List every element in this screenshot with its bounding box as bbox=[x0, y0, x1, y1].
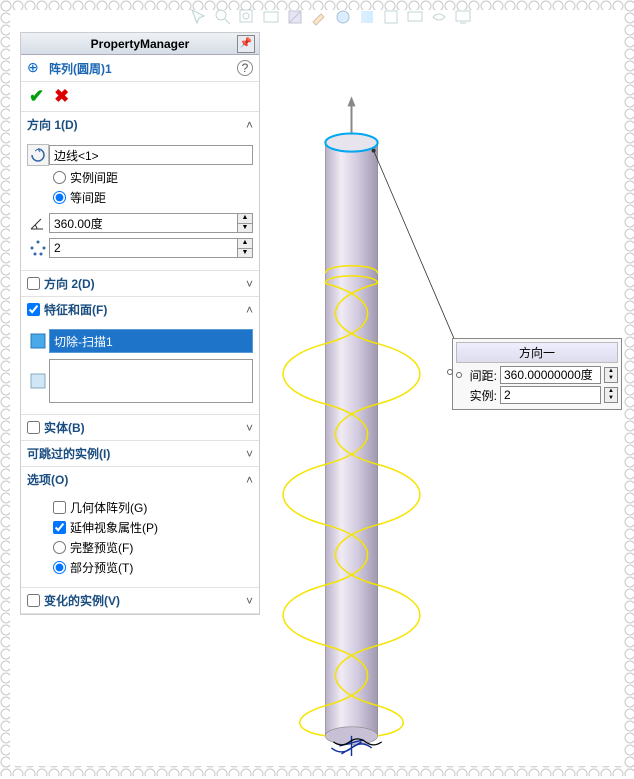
cursor-icon[interactable] bbox=[190, 8, 208, 26]
collapse-icon: ˄ bbox=[246, 473, 253, 487]
bodies-title: 实体(B) bbox=[44, 419, 246, 436]
feature-name: 阵列(圆周)1 bbox=[49, 60, 237, 77]
screen-icon[interactable] bbox=[454, 8, 472, 26]
face-list[interactable] bbox=[49, 359, 253, 403]
dir2-checkbox[interactable] bbox=[27, 277, 40, 290]
collapse-icon: ˄ bbox=[246, 303, 253, 317]
expand-icon: ˅ bbox=[246, 447, 253, 461]
angle-icon bbox=[27, 212, 49, 234]
radio-spacing-label: 实例间距 bbox=[70, 169, 118, 186]
opts-title: 选项(O) bbox=[27, 471, 246, 488]
appearance-icon[interactable] bbox=[334, 8, 352, 26]
zoom-area-icon[interactable] bbox=[238, 8, 256, 26]
full-preview-radio[interactable] bbox=[53, 541, 66, 554]
reverse-dir-icon[interactable] bbox=[27, 144, 49, 166]
feats-header[interactable]: 特征和面(F) ˄ bbox=[21, 297, 259, 322]
expand-icon: ˅ bbox=[246, 421, 253, 435]
vis-label: 延伸视象属性(P) bbox=[70, 519, 158, 536]
geom-label: 几何体阵列(G) bbox=[70, 499, 147, 516]
dir1-header[interactable]: 方向 1(D) ˄ bbox=[21, 112, 259, 137]
spacing-spinner[interactable]: ▲▼ bbox=[604, 367, 618, 383]
markup-icon[interactable] bbox=[310, 8, 328, 26]
face-select-icon bbox=[27, 370, 49, 392]
feats-title: 特征和面(F) bbox=[44, 301, 246, 318]
spacing-label: 间距: bbox=[465, 367, 497, 384]
dir2-title: 方向 2(D) bbox=[44, 275, 246, 292]
feats-checkbox[interactable] bbox=[27, 303, 40, 316]
bodies-checkbox[interactable] bbox=[27, 421, 40, 434]
zoom-icon[interactable] bbox=[214, 8, 232, 26]
section-icon[interactable] bbox=[286, 8, 304, 26]
pin-button[interactable]: 📌 bbox=[237, 35, 255, 53]
hide-icon[interactable] bbox=[430, 8, 448, 26]
geom-pattern-checkbox[interactable] bbox=[53, 501, 66, 514]
direction-flyout[interactable]: 方向一 间距: 360.00000000度 ▲▼ 实例: 2 ▲▼ bbox=[452, 338, 622, 410]
pm-title: PropertyManager bbox=[91, 37, 190, 51]
flyout-title: 方向一 bbox=[456, 342, 618, 363]
expand-icon: ˅ bbox=[246, 594, 253, 608]
circular-pattern-icon: ⊕ bbox=[27, 59, 45, 77]
propagate-vis-checkbox[interactable] bbox=[53, 521, 66, 534]
partial-preview-radio[interactable] bbox=[53, 561, 66, 574]
view-toolbar bbox=[190, 8, 472, 26]
pm-header: PropertyManager 📌 bbox=[21, 33, 259, 55]
instances-value[interactable]: 2 bbox=[500, 386, 601, 404]
view-icon[interactable] bbox=[262, 8, 280, 26]
partial-preview-label: 部分预览(T) bbox=[70, 559, 133, 576]
render-icon[interactable] bbox=[358, 8, 376, 26]
property-manager-panel: PropertyManager 📌 ⊕ 阵列(圆周)1 ? ✔ ✖ 方向 1(D… bbox=[20, 32, 260, 615]
count-spinner[interactable]: ▲▼ bbox=[237, 238, 253, 258]
count-input[interactable] bbox=[49, 238, 237, 258]
dir1-edge-input[interactable] bbox=[49, 145, 253, 165]
dir2-header[interactable]: 方向 2(D) ˅ bbox=[21, 271, 259, 296]
feature-list[interactable]: 切除-扫描1 bbox=[49, 329, 253, 353]
angle-spinner[interactable]: ▲▼ bbox=[237, 213, 253, 233]
skip-title: 可跳过的实例(I) bbox=[27, 445, 246, 462]
angle-input[interactable] bbox=[49, 213, 237, 233]
radio-equal-spacing[interactable] bbox=[53, 191, 66, 204]
vary-checkbox[interactable] bbox=[27, 594, 40, 607]
collapse-icon: ˄ bbox=[246, 118, 253, 132]
full-preview-label: 完整预览(F) bbox=[70, 539, 133, 556]
radio-equal-label: 等间距 bbox=[70, 189, 106, 206]
expand-icon: ˅ bbox=[246, 277, 253, 291]
dir1-title: 方向 1(D) bbox=[27, 116, 246, 133]
help-button[interactable]: ? bbox=[237, 60, 253, 76]
display-icon[interactable] bbox=[406, 8, 424, 26]
instances-label: 实例: bbox=[465, 387, 497, 404]
bodies-header[interactable]: 实体(B) ˅ bbox=[21, 415, 259, 440]
vary-header[interactable]: 变化的实例(V) ˅ bbox=[21, 588, 259, 613]
radio-instance-spacing[interactable] bbox=[53, 171, 66, 184]
cancel-button[interactable]: ✖ bbox=[54, 86, 69, 107]
vary-title: 变化的实例(V) bbox=[44, 592, 246, 609]
spacing-value[interactable]: 360.00000000度 bbox=[500, 366, 601, 384]
instances-spinner[interactable]: ▲▼ bbox=[604, 387, 618, 403]
skip-header[interactable]: 可跳过的实例(I) ˅ bbox=[21, 441, 259, 466]
draft-icon[interactable] bbox=[382, 8, 400, 26]
ok-button[interactable]: ✔ bbox=[29, 86, 44, 107]
flyout-grip[interactable] bbox=[447, 369, 453, 375]
count-icon bbox=[27, 237, 49, 259]
handle-icon[interactable] bbox=[456, 372, 462, 378]
feature-select-icon bbox=[27, 330, 49, 352]
opts-header[interactable]: 选项(O) ˄ bbox=[21, 467, 259, 492]
